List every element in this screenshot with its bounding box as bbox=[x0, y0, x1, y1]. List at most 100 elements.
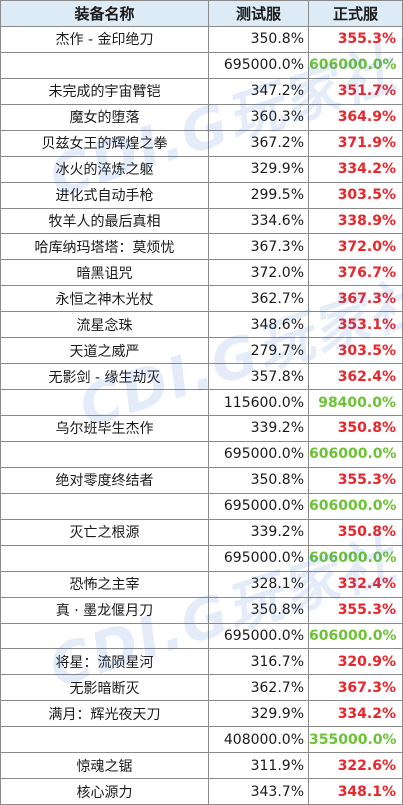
table-row: 牧羊人的最后真相 334.6% 338.9% bbox=[0, 207, 403, 235]
table-body: 杰作 - 金印绝刀 350.8% 355.3% 695000.0% 606000.0% 未… bbox=[0, 25, 403, 805]
equipment-name-cell: 暗黑诅咒 bbox=[0, 259, 209, 287]
table-row: 乌尔班毕生杰作 339.2% 350.8% bbox=[0, 415, 403, 442]
table-row: 695000.0% 606000.0% bbox=[0, 622, 403, 650]
live-server-value: 606000.0% bbox=[308, 492, 403, 520]
live-server-value: 364.9% bbox=[308, 103, 403, 131]
test-server-value: 695000.0% bbox=[208, 622, 309, 650]
table-row: 核心源力 343.7% 348.1% bbox=[0, 778, 403, 805]
live-server-value: 351.7% bbox=[308, 77, 403, 105]
test-server-value: 343.7% bbox=[208, 778, 309, 805]
test-server-value: 347.2% bbox=[208, 77, 309, 105]
live-server-value: 362.4% bbox=[308, 363, 403, 391]
equipment-name-cell: 进化式自动手枪 bbox=[0, 181, 209, 209]
table-row: 未完成的宇宙臂铠 347.2% 351.7% bbox=[0, 77, 403, 105]
live-server-value: 367.3% bbox=[308, 285, 403, 313]
test-server-value: 362.7% bbox=[208, 674, 309, 702]
table-row: 贝兹女王的辉煌之拳 367.2% 371.9% bbox=[0, 129, 403, 157]
table-row: 进化式自动手枪 299.5% 303.5% bbox=[0, 181, 403, 209]
test-server-value: 360.3% bbox=[208, 103, 309, 131]
live-server-value: 372.0% bbox=[308, 233, 403, 261]
test-server-value: 115600.0% bbox=[208, 389, 309, 416]
test-server-value: 372.0% bbox=[208, 259, 309, 287]
test-server-value: 367.2% bbox=[208, 129, 309, 157]
table-row: 惊魂之锯 311.9% 322.6% bbox=[0, 752, 403, 780]
test-server-value: 299.5% bbox=[208, 181, 309, 209]
equipment-name-cell: 冰火的淬炼之躯 bbox=[0, 155, 209, 183]
equipment-name-cell bbox=[0, 492, 209, 520]
test-server-value: 339.2% bbox=[208, 415, 309, 442]
equipment-name-cell: 真 · 墨龙偃月刀 bbox=[0, 596, 209, 624]
table-row: 杰作 - 金印绝刀 350.8% 355.3% bbox=[0, 25, 403, 53]
live-server-value: 355.3% bbox=[308, 596, 403, 624]
equipment-name-cell: 魔女的堕落 bbox=[0, 103, 209, 131]
equipment-name-cell: 将星：流陨星河 bbox=[0, 648, 209, 676]
test-server-value: 367.3% bbox=[208, 233, 309, 261]
table-row: 真 · 墨龙偃月刀 350.8% 355.3% bbox=[0, 596, 403, 624]
test-server-value: 357.8% bbox=[208, 363, 309, 391]
equipment-name-cell: 未完成的宇宙臂铠 bbox=[0, 77, 209, 105]
live-server-value: 376.7% bbox=[308, 259, 403, 287]
test-server-value: 334.6% bbox=[208, 207, 309, 235]
live-server-value: 350.8% bbox=[308, 415, 403, 442]
table-row: 永恒之神木光杖 362.7% 367.3% bbox=[0, 285, 403, 313]
table-row: 哈库纳玛塔塔：莫烦忧 367.3% 372.0% bbox=[0, 233, 403, 261]
live-server-value: 355.3% bbox=[308, 25, 403, 53]
test-server-value: 695000.0% bbox=[208, 544, 309, 572]
live-server-value: 334.2% bbox=[308, 155, 403, 183]
equipment-name-cell bbox=[0, 622, 209, 650]
equipment-name-cell: 永恒之神木光杖 bbox=[0, 285, 209, 313]
equipment-name-cell: 哈库纳玛塔塔：莫烦忧 bbox=[0, 233, 209, 261]
header-live-server: 正式服 bbox=[308, 0, 403, 27]
equipment-name-cell: 天道之威严 bbox=[0, 337, 209, 365]
test-server-value: 348.6% bbox=[208, 311, 309, 339]
equipment-name-cell: 灭亡之根源 bbox=[0, 518, 209, 546]
equipment-name-cell bbox=[0, 544, 209, 572]
live-server-value: 606000.0% bbox=[308, 51, 403, 79]
test-server-value: 695000.0% bbox=[208, 51, 309, 79]
test-server-value: 316.7% bbox=[208, 648, 309, 676]
header-row: 装备名称 测试服 正式服 bbox=[0, 0, 403, 27]
equipment-name-cell: 贝兹女王的辉煌之拳 bbox=[0, 129, 209, 157]
equipment-name-cell: 绝对零度终结者 bbox=[0, 466, 209, 494]
equipment-name-cell: 杰作 - 金印绝刀 bbox=[0, 25, 209, 53]
test-server-value: 350.8% bbox=[208, 25, 309, 53]
live-server-value: 355.3% bbox=[308, 466, 403, 494]
live-server-value: 334.2% bbox=[308, 700, 403, 728]
live-server-value: 332.4% bbox=[308, 570, 403, 598]
test-server-value: 311.9% bbox=[208, 752, 309, 780]
table-row: 115600.0% 98400.0% bbox=[0, 389, 403, 416]
equipment-name-cell: 惊魂之锯 bbox=[0, 752, 209, 780]
equipment-name-cell: 恐怖之主宰 bbox=[0, 570, 209, 598]
live-server-value: 367.3% bbox=[308, 674, 403, 702]
equipment-name-cell: 牧羊人的最后真相 bbox=[0, 207, 209, 235]
equipment-name-cell: 无影剑 - 缘生劫灭 bbox=[0, 363, 209, 391]
equipment-name-cell: 核心源力 bbox=[0, 778, 209, 805]
live-server-value: 338.9% bbox=[308, 207, 403, 235]
equipment-name-cell bbox=[0, 389, 209, 416]
table-row: 695000.0% 606000.0% bbox=[0, 544, 403, 572]
test-server-value: 328.1% bbox=[208, 570, 309, 598]
table-row: 恐怖之主宰 328.1% 332.4% bbox=[0, 570, 403, 598]
live-server-value: 322.6% bbox=[308, 752, 403, 780]
live-server-value: 371.9% bbox=[308, 129, 403, 157]
live-server-value: 606000.0% bbox=[308, 622, 403, 650]
live-server-value: 303.5% bbox=[308, 181, 403, 209]
live-server-value: 606000.0% bbox=[308, 440, 403, 468]
equipment-name-cell bbox=[0, 51, 209, 79]
table-row: 满月：辉光夜天刀 329.9% 334.2% bbox=[0, 700, 403, 728]
table-row: 695000.0% 606000.0% bbox=[0, 440, 403, 468]
header-equipment-name: 装备名称 bbox=[0, 0, 209, 27]
table-row: 流星念珠 348.6% 353.1% bbox=[0, 311, 403, 339]
table-row: 暗黑诅咒 372.0% 376.7% bbox=[0, 259, 403, 287]
live-server-value: 606000.0% bbox=[308, 544, 403, 572]
test-server-value: 339.2% bbox=[208, 518, 309, 546]
table-row: 将星：流陨星河 316.7% 320.9% bbox=[0, 648, 403, 676]
table-row: 无影暗断灭 362.7% 367.3% bbox=[0, 674, 403, 702]
equipment-name-cell: 无影暗断灭 bbox=[0, 674, 209, 702]
live-server-value: 348.1% bbox=[308, 778, 403, 805]
live-server-value: 98400.0% bbox=[308, 389, 403, 416]
table-row: 灭亡之根源 339.2% 350.8% bbox=[0, 518, 403, 546]
live-server-value: 353.1% bbox=[308, 311, 403, 339]
test-server-value: 279.7% bbox=[208, 337, 309, 365]
